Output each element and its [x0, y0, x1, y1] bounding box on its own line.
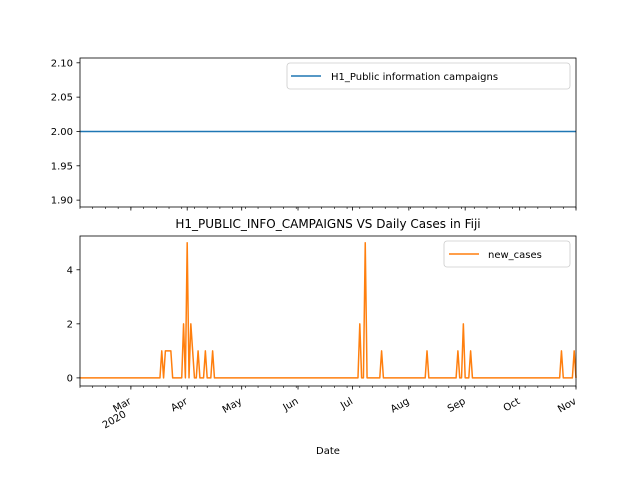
top-x-ticks: [79, 207, 577, 211]
bottom-y-tick-label: 4: [67, 265, 73, 276]
top-y-tick-label: 2.00: [51, 127, 73, 138]
bottom-y-tick-label: 0: [67, 373, 73, 384]
top-legend: H1_Public information campaigns: [286, 62, 571, 90]
bottom-x-tick-label: Nov: [556, 396, 578, 415]
bottom-x-tick-label: Jun: [281, 396, 301, 414]
top-y-tick-label: 1.90: [51, 196, 73, 207]
bottom-panel: H1_PUBLIC_INFO_CAMPAIGNS VS Daily Cases …: [67, 217, 579, 457]
top-axes-frame: [79, 57, 577, 208]
bottom-x-tick-label: May: [221, 396, 244, 416]
bottom-x-tick-label: Aug: [389, 396, 411, 415]
bottom-legend-label: new_cases: [488, 250, 542, 261]
top-y-tick-label: 2.10: [51, 58, 73, 69]
bottom-axes-frame: [79, 235, 577, 387]
top-legend-box: [286, 62, 571, 90]
series-line-new-cases: [80, 242, 577, 379]
top-panel: 1.90 1.95 2.00 2.05 2.10 H1_Public informati…: [51, 57, 577, 211]
top-legend-label: H1_Public information campaigns: [331, 72, 498, 83]
bottom-y-ticks: 0 2 4: [67, 265, 80, 384]
top-y-tick-label: 1.95: [51, 161, 73, 172]
bottom-legend-box: [443, 240, 571, 268]
top-y-tick-label: 2.05: [51, 93, 73, 104]
bottom-x-tick-label: Oct: [502, 396, 523, 414]
bottom-x-tick-label: Apr: [169, 396, 190, 415]
x-axis-label: Date: [316, 446, 340, 457]
chart-title: H1_PUBLIC_INFO_CAMPAIGNS VS Daily Cases …: [175, 217, 480, 231]
bottom-x-tick-label: Jul: [338, 396, 355, 412]
bottom-x-tick-label: Sep: [446, 396, 468, 415]
bottom-series: [80, 242, 577, 379]
bottom-y-tick-label: 2: [67, 319, 73, 330]
bottom-legend: new_cases: [443, 240, 571, 268]
top-y-ticks: 1.90 1.95 2.00 2.05 2.10: [51, 58, 80, 207]
